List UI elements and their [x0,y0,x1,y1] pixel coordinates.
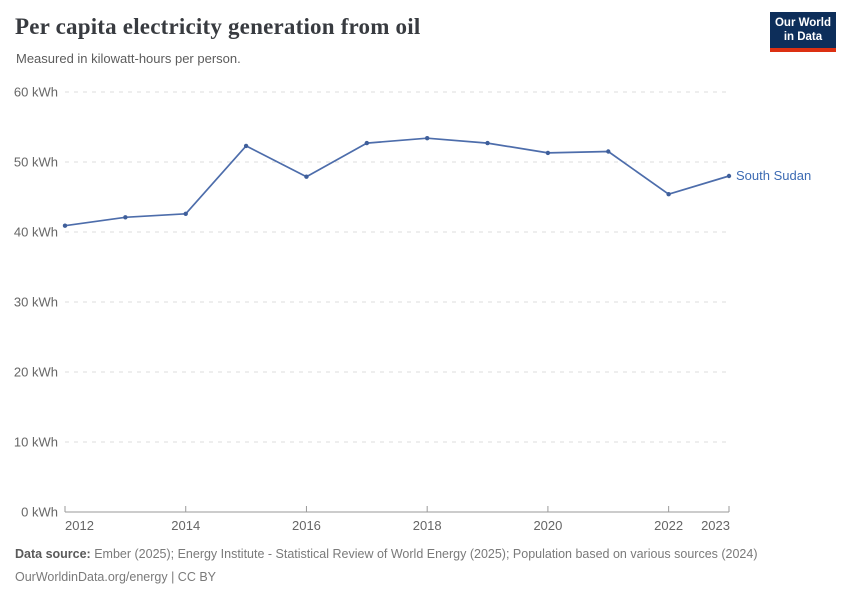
y-axis-label: 60 kWh [14,85,58,100]
line-chart[interactable]: 0 kWh 10 kWh 20 kWh 30 kWh 40 kWh 50 kWh 60 kW… [0,0,850,540]
data-point[interactable] [183,211,188,216]
data-source-line: Data source: Ember (2025); Energy Instit… [15,543,835,566]
x-axis-label: 2022 [654,518,683,533]
data-point[interactable] [666,192,671,197]
owid-logo-text: Our World in Data [775,16,831,44]
data-point[interactable] [243,143,249,149]
y-axis-label: 20 kWh [14,365,58,380]
data-line[interactable] [64,137,730,227]
data-point[interactable] [304,174,309,179]
chart-footer: Data source: Ember (2025); Energy Instit… [15,543,835,589]
owid-logo-line1: Our World [774,17,831,29]
y-axis-label: 10 kWh [14,435,58,450]
y-axis-label: 40 kWh [14,225,58,240]
y-axis-label: 30 kWh [14,295,58,310]
x-axis-label: 2023 [701,518,730,533]
data-point[interactable] [424,136,430,141]
data-point[interactable] [606,149,611,154]
x-axis-label: 2016 [292,518,321,533]
y-axis-label: 0 kWh [21,505,58,520]
chart-subtitle: Measured in kilowatt-hours per person. [16,51,241,66]
x-axis-label: 2014 [171,518,200,533]
data-point[interactable] [364,140,370,146]
y-axis-label: 50 kWh [14,155,58,170]
page-title: Per capita electricity generation from o… [15,14,421,39]
data-point[interactable] [485,140,490,146]
license-line[interactable]: OurWorldinData.org/energy | CC BY [15,570,217,584]
data-point[interactable] [545,150,551,156]
data-point[interactable] [123,215,128,220]
x-axis-label: 2020 [533,518,562,533]
x-axis-label: 2018 [413,518,442,533]
data-source-text: Ember (2025); Energy Institute - Statist… [90,547,758,561]
series-label[interactable]: South Sudan [736,168,811,183]
owid-logo-line2: in Data [783,31,823,43]
owid-logo[interactable]: Our World in Data [770,12,836,52]
x-axis-label: 2012 [65,518,94,533]
data-point[interactable] [726,173,732,179]
data-point[interactable] [62,223,68,228]
data-source-label: Data source: [15,547,91,561]
